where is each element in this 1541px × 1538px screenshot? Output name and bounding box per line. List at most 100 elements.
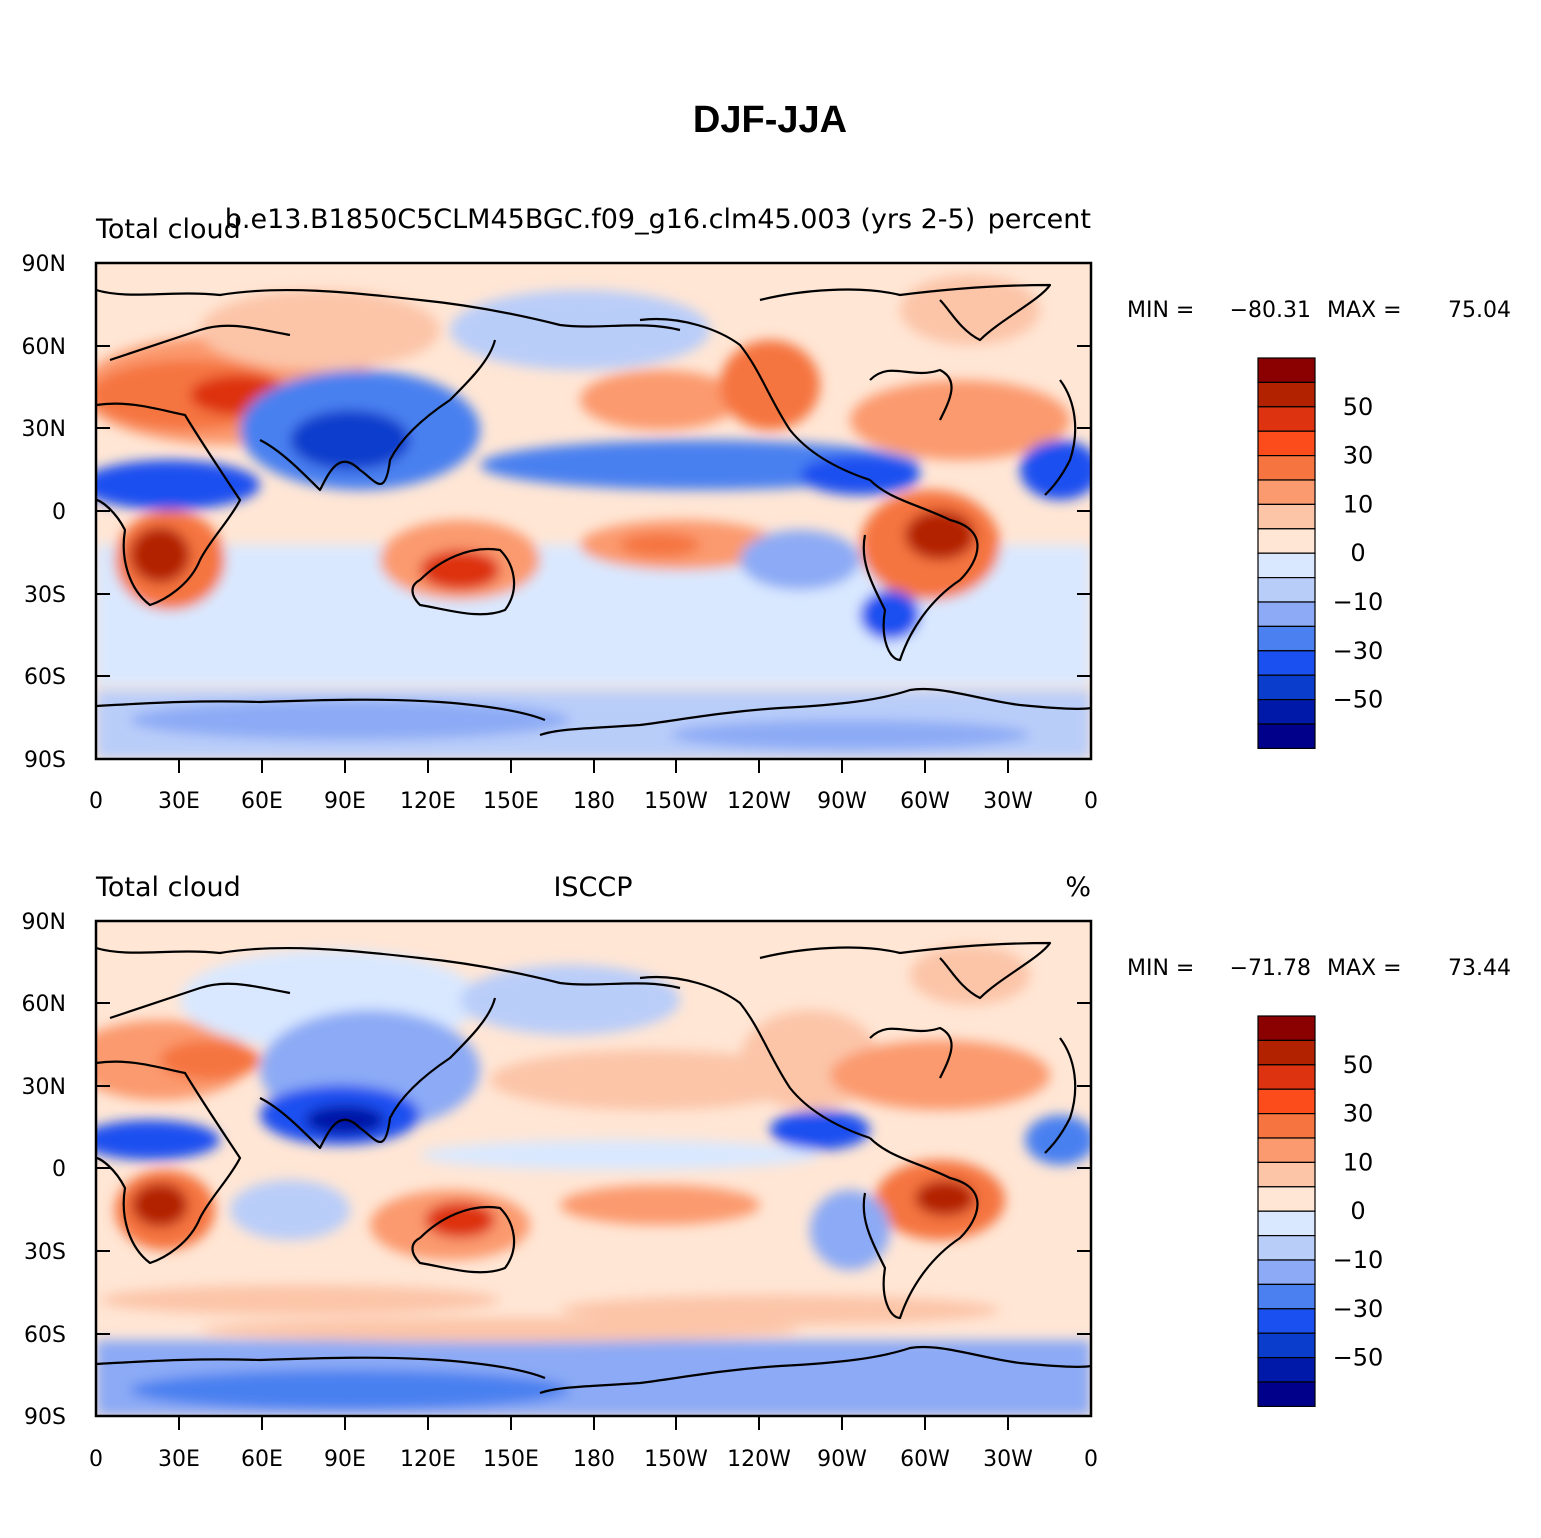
colorbar-swatch bbox=[1257, 552, 1316, 579]
colorbar-label: −10 bbox=[1333, 588, 1384, 616]
colorbar-swatch bbox=[1257, 406, 1316, 432]
colorbar-swatch bbox=[1257, 1332, 1316, 1359]
contour-field bbox=[96, 263, 1091, 759]
colorbar-swatch bbox=[1257, 381, 1316, 408]
lat-ticks bbox=[96, 1002, 1091, 1335]
minmax-stats: MIN = −71.78 MAX = 73.44 bbox=[1127, 956, 1511, 981]
map-panel-observations: Total cloud ISCCP % bbox=[22, 872, 1511, 1472]
colorbar-swatch bbox=[1257, 1112, 1316, 1139]
lon-labels: 0 30E 60E 90E 120E 150E 180 150W 120W 90… bbox=[89, 1447, 1098, 1472]
colorbar-label: −30 bbox=[1333, 1295, 1384, 1323]
colorbar-label: 30 bbox=[1343, 1100, 1374, 1128]
lat-label: 60S bbox=[24, 1323, 66, 1348]
figure-title: DJF-JJA bbox=[693, 99, 847, 141]
coastlines bbox=[96, 941, 1091, 1395]
colorbar-swatch bbox=[1257, 625, 1316, 652]
panel-right-title: % bbox=[1065, 872, 1091, 903]
lat-label: 30N bbox=[22, 1075, 66, 1100]
lat-labels: 90N 60N 30N 0 30S 60S 90S bbox=[22, 910, 66, 1430]
colorbar: 50 30 10 0 −10 −30 −50 bbox=[1257, 1015, 1384, 1407]
colorbar-swatch bbox=[1257, 1039, 1316, 1066]
lat-label: 90S bbox=[24, 1405, 66, 1430]
colorbar-swatch bbox=[1257, 528, 1316, 554]
max-label: MAX = bbox=[1327, 956, 1402, 981]
lon-label: 120E bbox=[400, 789, 456, 814]
panel-left-title: Total cloud bbox=[95, 872, 241, 903]
colorbar-swatch bbox=[1257, 1381, 1316, 1407]
colorbar-swatch bbox=[1257, 430, 1316, 457]
colorbar-swatch bbox=[1257, 1137, 1316, 1163]
lon-label: 150E bbox=[483, 1447, 539, 1472]
colorbar-swatch bbox=[1257, 1210, 1316, 1237]
lon-labels: 0 30E 60E 90E 120E 150E 180 150W 120W 90… bbox=[89, 789, 1098, 814]
colorbar-swatch bbox=[1257, 1186, 1316, 1212]
lon-label: 180 bbox=[573, 789, 615, 814]
colorbar-swatch bbox=[1257, 455, 1316, 481]
minmax-stats: MIN = −80.31 MAX = 75.04 bbox=[1127, 298, 1511, 323]
panel-center-title: b.e13.B1850C5CLM45BGC.f09_g16.clm45.003 … bbox=[225, 204, 976, 235]
lon-label: 30E bbox=[158, 1447, 200, 1472]
colorbar-swatch bbox=[1257, 1015, 1316, 1041]
lon-label: 120W bbox=[727, 1447, 791, 1472]
lon-label: 60W bbox=[900, 1447, 950, 1472]
colorbar-label: 0 bbox=[1350, 539, 1365, 567]
colorbar-swatch bbox=[1257, 1259, 1316, 1285]
colorbar-label: −10 bbox=[1333, 1246, 1384, 1274]
min-value: −80.31 bbox=[1230, 298, 1311, 323]
colorbar-label: −30 bbox=[1333, 637, 1384, 665]
colorbar-swatch bbox=[1257, 1161, 1316, 1188]
lon-ticks bbox=[178, 1416, 1009, 1430]
colorbar-swatch bbox=[1257, 503, 1316, 530]
colorbar-swatch bbox=[1257, 723, 1316, 749]
contour-field bbox=[96, 921, 1091, 1416]
lon-label: 120E bbox=[400, 1447, 456, 1472]
colorbar-label: 50 bbox=[1343, 393, 1374, 421]
colorbar-swatch bbox=[1257, 1064, 1316, 1090]
lat-ticks bbox=[96, 262, 1091, 760]
map-panel-model: Total cloud b.e13.B1850C5CLM45BGC.f09_g1… bbox=[22, 204, 1511, 814]
panel-left-title: Total cloud bbox=[95, 214, 241, 245]
min-label: MIN = bbox=[1127, 298, 1194, 323]
max-value: 75.04 bbox=[1448, 298, 1511, 323]
lat-label: 90S bbox=[24, 748, 66, 773]
lon-label: 30W bbox=[983, 1447, 1033, 1472]
lon-label: 60E bbox=[241, 789, 283, 814]
colorbar-label: 50 bbox=[1343, 1051, 1374, 1079]
max-label: MAX = bbox=[1327, 298, 1402, 323]
colorbar-swatch bbox=[1257, 650, 1316, 676]
lat-label: 90N bbox=[22, 910, 66, 935]
colorbar-swatch bbox=[1257, 479, 1316, 505]
lon-label: 90W bbox=[817, 1447, 867, 1472]
colorbar-label: 10 bbox=[1343, 490, 1374, 518]
lon-label: 60W bbox=[900, 789, 950, 814]
colorbar-label: 10 bbox=[1343, 1148, 1374, 1176]
lon-label: 90W bbox=[817, 789, 867, 814]
lat-label: 30S bbox=[24, 1240, 66, 1265]
lon-label: 0 bbox=[1084, 789, 1098, 814]
colorbar-swatch bbox=[1257, 698, 1316, 725]
min-value: −71.78 bbox=[1230, 956, 1311, 981]
lon-label: 120W bbox=[727, 789, 791, 814]
lon-ticks bbox=[178, 759, 1009, 773]
colorbar-label: −50 bbox=[1333, 686, 1384, 714]
lat-label: 90N bbox=[22, 252, 66, 277]
lon-label: 60E bbox=[241, 1447, 283, 1472]
colorbar-swatch bbox=[1257, 357, 1316, 383]
colorbar-swatch bbox=[1257, 674, 1316, 701]
colorbar-swatch bbox=[1257, 1356, 1316, 1383]
lat-label: 60N bbox=[22, 335, 66, 360]
lon-label: 150E bbox=[483, 789, 539, 814]
coastlines bbox=[96, 283, 1091, 737]
lon-label: 150W bbox=[644, 1447, 708, 1472]
lon-label: 0 bbox=[89, 789, 103, 814]
lon-label: 90E bbox=[324, 789, 366, 814]
colorbar-swatch bbox=[1257, 576, 1316, 603]
colorbar-swatch bbox=[1257, 601, 1316, 627]
min-label: MIN = bbox=[1127, 956, 1194, 981]
lat-label: 0 bbox=[52, 500, 66, 525]
colorbar: 50 30 10 0 −10 −30 −50 bbox=[1257, 357, 1384, 749]
lon-label: 30W bbox=[983, 789, 1033, 814]
lat-label: 60S bbox=[24, 665, 66, 690]
lat-label: 30S bbox=[24, 583, 66, 608]
